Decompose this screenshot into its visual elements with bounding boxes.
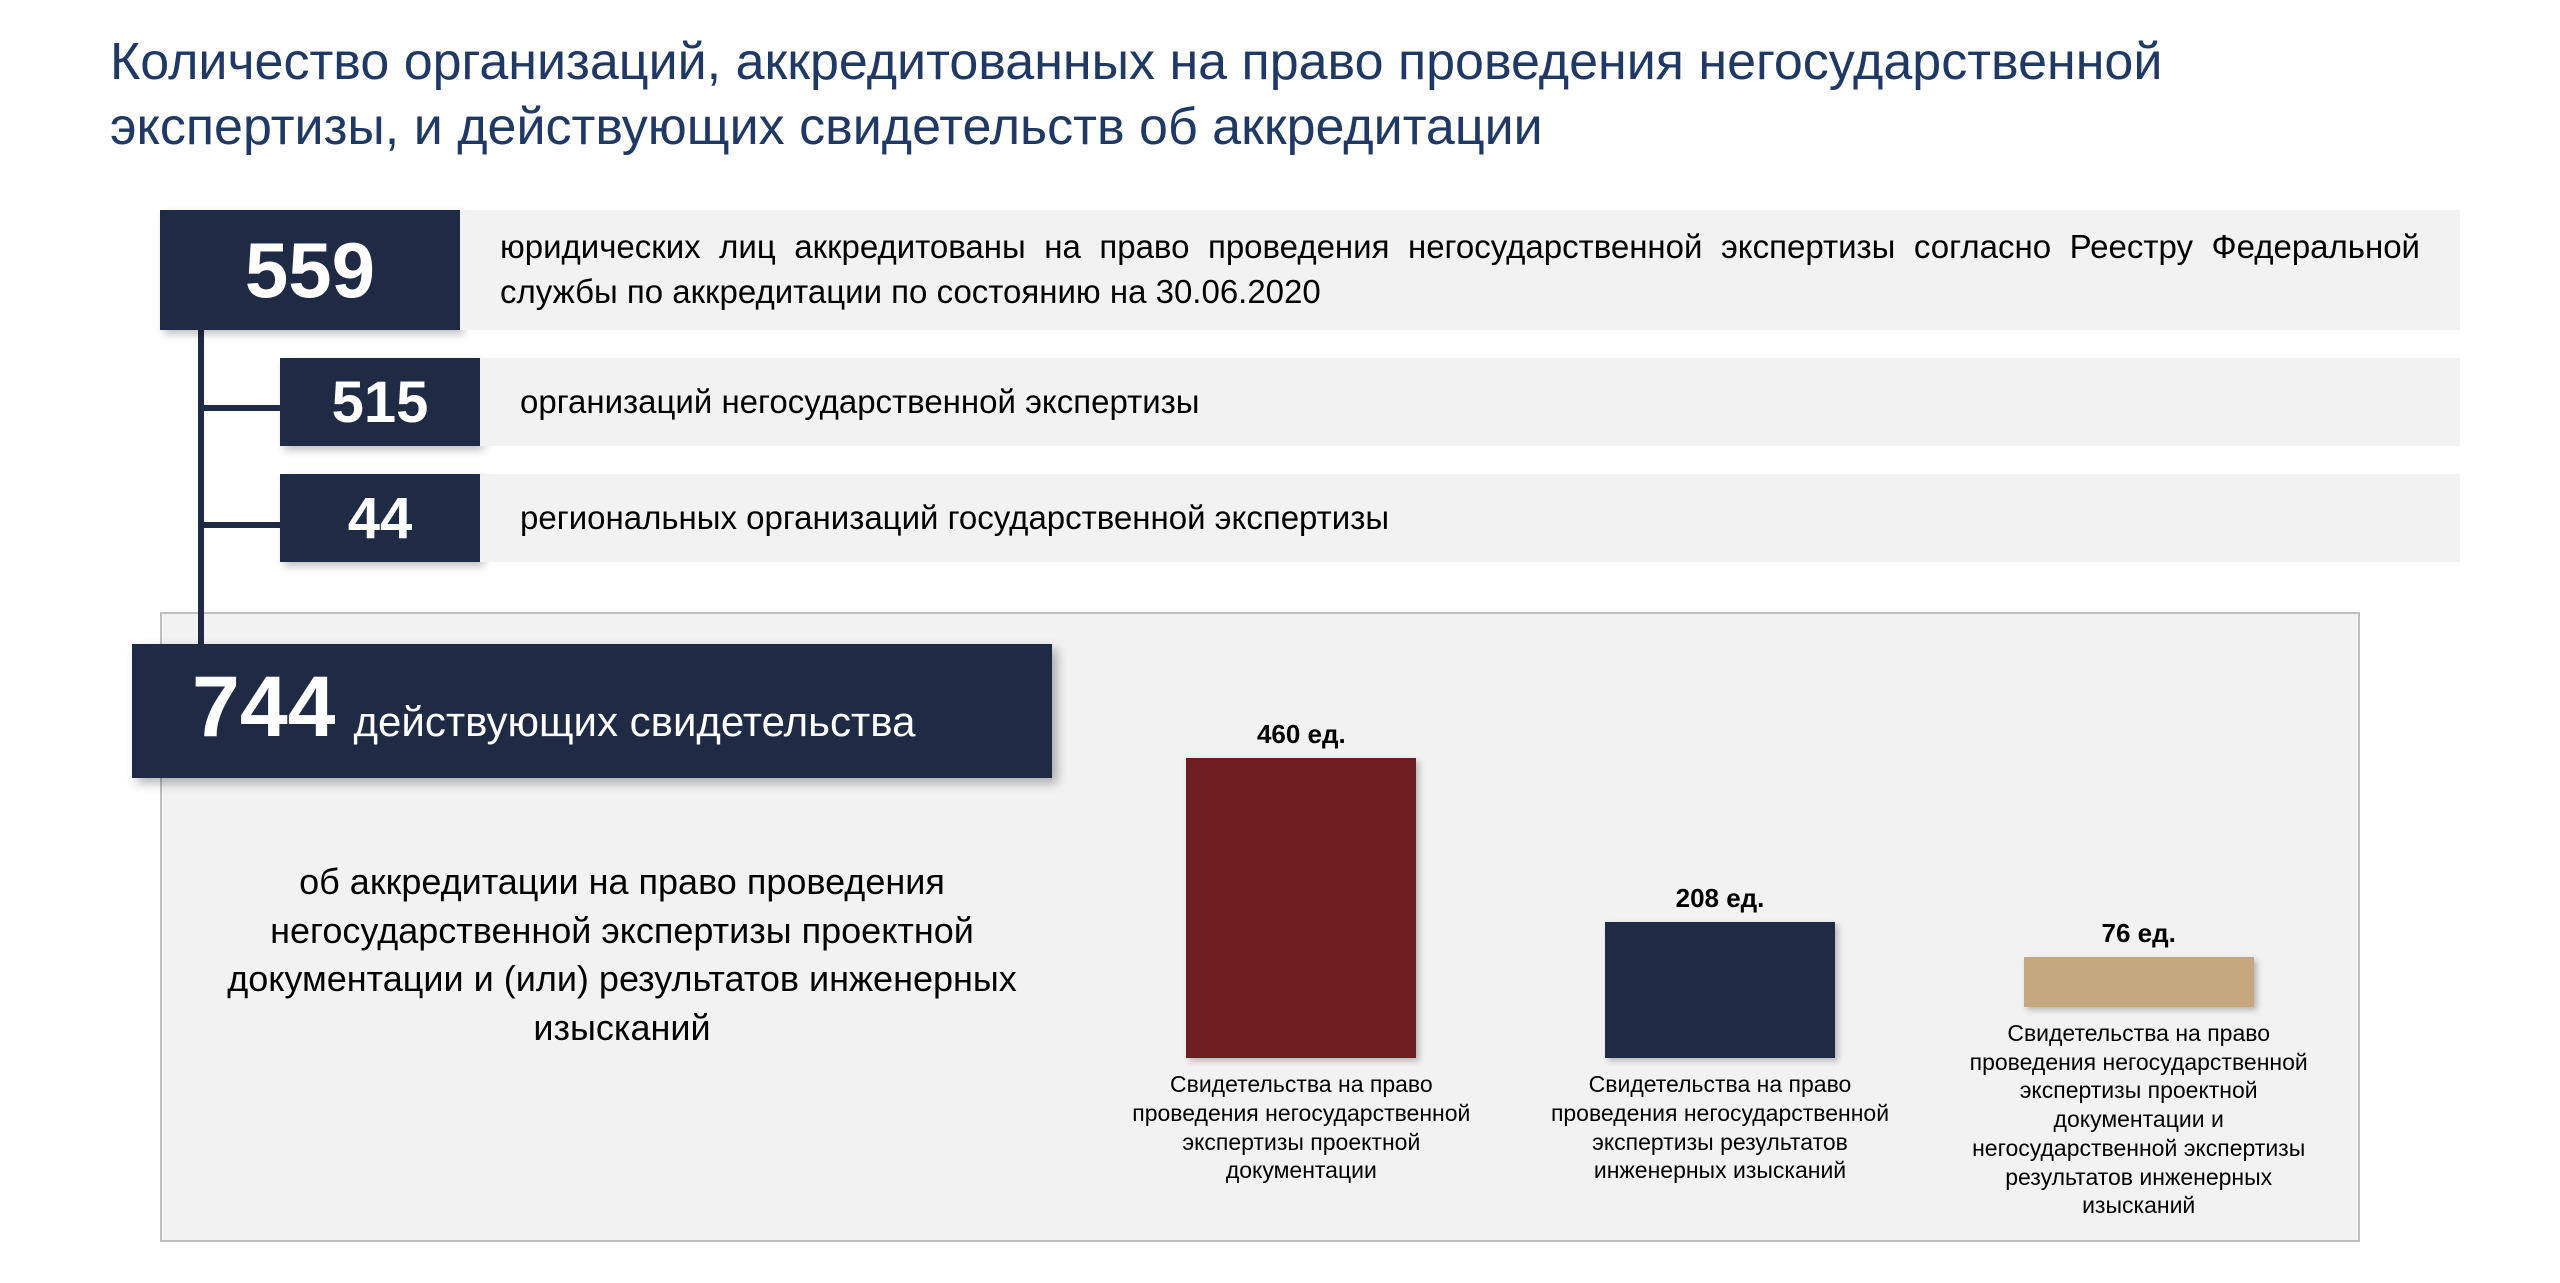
bar-label-0: Свидетельства на право проведения негосу… bbox=[1112, 1070, 1491, 1220]
hier-root-value: 559 bbox=[160, 210, 460, 330]
panel-badge-number: 744 bbox=[192, 664, 336, 750]
hier-root-row: 559 юридических лиц аккредитованы на пра… bbox=[160, 210, 2460, 330]
bar-label-1: Свидетельства на право проведения негосу… bbox=[1531, 1070, 1910, 1220]
hier-child-desc-1: региональных организаций государственной… bbox=[480, 474, 2460, 562]
bracket-h1 bbox=[198, 405, 288, 411]
bar-value-2: 76 ед. bbox=[2102, 918, 2176, 949]
bar-0 bbox=[1186, 758, 1416, 1058]
bar-value-0: 460 ед. bbox=[1257, 719, 1346, 750]
bar-2 bbox=[2024, 957, 2254, 1007]
bar-1 bbox=[1605, 922, 1835, 1058]
bar-col-0: 460 ед. Свидетельства на право проведени… bbox=[1112, 644, 1491, 1220]
bar-label-2: Свидетельства на право проведения негосу… bbox=[1949, 1019, 2328, 1220]
panel-badge-label: действующих свидетельства bbox=[354, 698, 916, 746]
panel-left-text: об аккредитации на право проведения него… bbox=[162, 858, 1082, 1052]
bottom-panel: 744 действующих свидетельства об аккреди… bbox=[160, 612, 2360, 1242]
hier-child-value-0: 515 bbox=[280, 358, 480, 446]
hier-child-value-1: 44 bbox=[280, 474, 480, 562]
bar-chart: 460 ед. Свидетельства на право проведени… bbox=[1082, 614, 2358, 1240]
bar-value-1: 208 ед. bbox=[1676, 883, 1765, 914]
hier-child-row-1: 44 региональных организаций государствен… bbox=[280, 474, 2460, 562]
hier-root-desc: юридических лиц аккредитованы на право п… bbox=[460, 210, 2460, 330]
hier-child-desc-0: организаций негосударственной экспертизы bbox=[480, 358, 2460, 446]
bar-col-2: 76 ед. Свидетельства на право проведения… bbox=[1949, 644, 2328, 1220]
panel-badge: 744 действующих свидетельства bbox=[132, 644, 1052, 778]
bracket-h2 bbox=[198, 522, 288, 528]
page-title: Количество организаций, аккредитованных … bbox=[110, 30, 2460, 160]
hierarchy-block: 559 юридических лиц аккредитованы на пра… bbox=[160, 210, 2460, 562]
hier-child-row-0: 515 организаций негосударственной экспер… bbox=[280, 358, 2460, 446]
panel-left: 744 действующих свидетельства об аккреди… bbox=[162, 614, 1082, 1240]
bar-col-1: 208 ед. Свидетельства на право проведени… bbox=[1531, 644, 1910, 1220]
